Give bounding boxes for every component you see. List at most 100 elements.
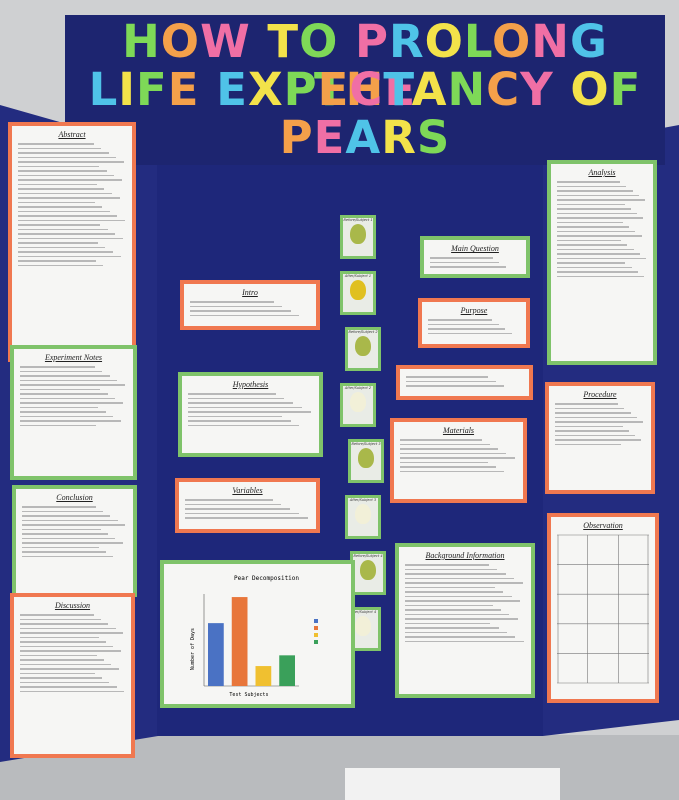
section-box: Analysis (547, 160, 657, 365)
text-line (18, 233, 116, 235)
text-line (188, 411, 311, 413)
text-line (430, 257, 493, 259)
text-line (555, 412, 631, 414)
text-line (557, 262, 626, 264)
photo-caption: After/Subject 3 (349, 498, 377, 502)
text-line (430, 266, 506, 268)
text-line (400, 470, 505, 472)
text-line (405, 609, 501, 611)
text-line (20, 641, 107, 643)
section-heading: Discussion (54, 601, 91, 610)
chart-box: Pear Decomposition Test Subjects Number of… (160, 560, 355, 708)
text-line (430, 261, 500, 263)
pear (350, 280, 366, 300)
text-line (18, 165, 99, 167)
text-line (555, 434, 636, 436)
text-line (18, 228, 108, 230)
text-line (18, 192, 112, 194)
text-line (400, 461, 488, 463)
bar (208, 623, 224, 686)
pear (355, 336, 371, 356)
text-line (18, 161, 124, 163)
text-line (20, 650, 121, 652)
text-line (20, 411, 106, 413)
text-line (405, 627, 499, 629)
text-line (557, 190, 633, 192)
text-line (20, 406, 99, 408)
text-line (18, 188, 105, 190)
text-line (428, 328, 506, 330)
text-line (405, 631, 507, 633)
section-box: Purpose (418, 298, 530, 348)
text-line (20, 632, 123, 634)
text-line (20, 388, 101, 390)
text-line (22, 510, 103, 512)
text-line (20, 672, 95, 674)
text-line (400, 457, 515, 459)
text-line (18, 174, 115, 176)
text-line (557, 257, 647, 259)
paper: Pear Decomposition Test Subjects Number of… (164, 564, 351, 704)
text-line (188, 420, 291, 422)
section-heading: Experiment Notes (44, 353, 103, 362)
text-line (405, 586, 495, 588)
text-line (20, 659, 104, 661)
text-line (557, 208, 631, 210)
text-line (18, 251, 114, 253)
bar (279, 655, 295, 686)
title-banner (65, 15, 665, 165)
text-line (428, 332, 512, 334)
text-line (557, 253, 640, 255)
text-line (18, 210, 110, 212)
text-line (555, 443, 621, 445)
text-line (557, 181, 620, 183)
text-line (20, 681, 110, 683)
text-line (20, 677, 102, 679)
text-line (20, 690, 124, 692)
paper: Hypothesis (182, 376, 319, 453)
text-line (20, 379, 118, 381)
text-line (18, 201, 95, 203)
text-line (405, 636, 516, 638)
text-line (20, 397, 116, 399)
bar (255, 666, 272, 686)
text-line (18, 237, 123, 239)
text-line (555, 403, 618, 405)
text-line (20, 618, 101, 620)
text-line (20, 668, 119, 670)
text-line (18, 183, 97, 185)
pear-photo: After/Subject 3 (345, 495, 381, 539)
text-line (405, 577, 515, 579)
section-box: Abstract (8, 122, 136, 362)
pear (350, 224, 366, 244)
paper: Experiment Notes (14, 349, 133, 476)
text-line (557, 275, 645, 277)
text-line (190, 314, 300, 316)
paper: Observation (551, 517, 655, 699)
text-line (185, 517, 308, 519)
text-line (405, 640, 524, 642)
pear-photo: Before/Subject 4 (350, 551, 386, 595)
section-heading: Purpose (460, 306, 488, 315)
text-line (20, 623, 109, 625)
text-line (20, 614, 94, 616)
text-line (22, 533, 109, 535)
text-line (20, 366, 95, 368)
text-line (18, 152, 109, 154)
text-line (20, 420, 121, 422)
paper: Abstract (12, 126, 132, 358)
text-line (20, 645, 114, 647)
text-line (557, 235, 642, 237)
text-line (400, 443, 491, 445)
section-heading: Main Question (451, 244, 499, 253)
text-line (557, 230, 636, 232)
text-line (555, 425, 623, 427)
legend-swatch (314, 633, 318, 637)
section-box: Background Information (395, 543, 535, 698)
text-line (190, 301, 274, 303)
text-line (20, 654, 97, 656)
section-heading: Materials (442, 426, 475, 435)
paper: Variables (179, 482, 316, 529)
text-line (555, 421, 644, 423)
text-line (557, 194, 639, 196)
